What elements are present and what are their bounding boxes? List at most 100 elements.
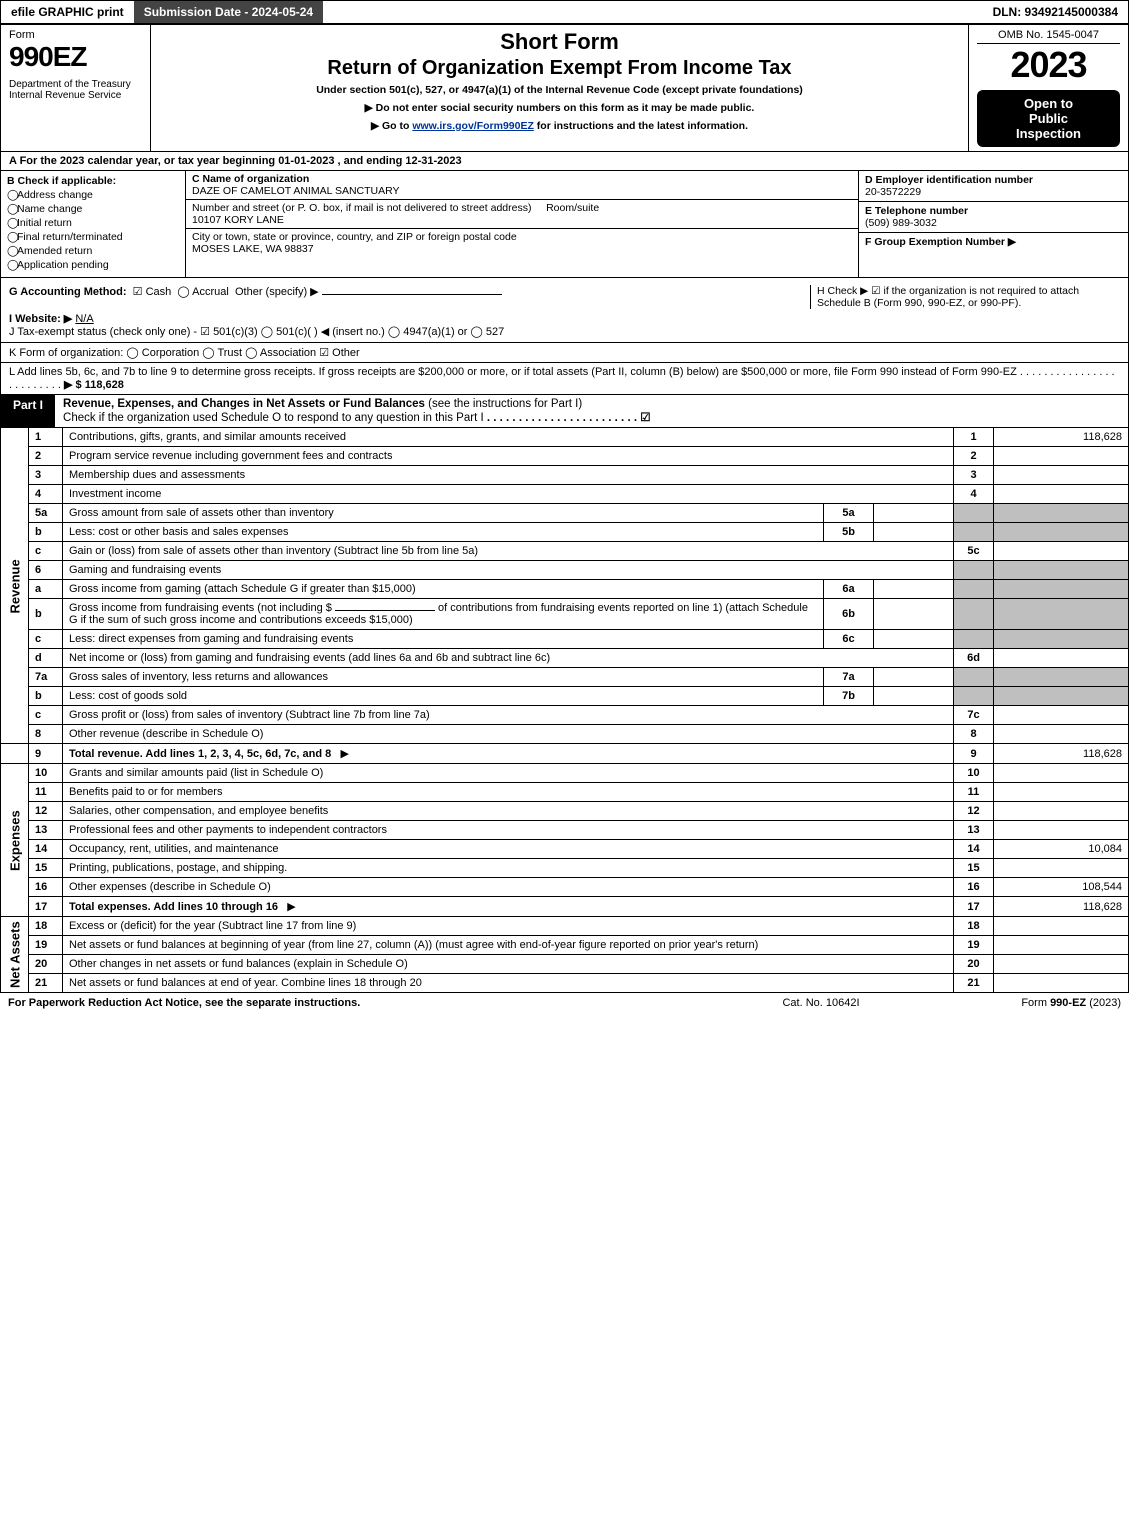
h-schedule-b: H Check ▶ ☑ if the organization is not r… xyxy=(810,285,1120,309)
ln-6a-greyamt xyxy=(994,580,1129,599)
chk-application-pending[interactable]: Application pending xyxy=(17,259,109,271)
ln-19-no: 19 xyxy=(29,936,63,955)
tel-value: (509) 989-3032 xyxy=(865,217,937,229)
ln-3-num: 3 xyxy=(954,466,994,485)
ln-7a-subval xyxy=(874,668,954,687)
ln-21-amt xyxy=(994,974,1129,993)
f-group-label: F Group Exemption Number ▶ xyxy=(865,236,1016,248)
ln-7b-subval xyxy=(874,687,954,706)
part-i-title: Revenue, Expenses, and Changes in Net As… xyxy=(63,398,425,410)
ln-12-amt xyxy=(994,802,1129,821)
footer-left: For Paperwork Reduction Act Notice, see … xyxy=(8,997,721,1009)
ln-11-text: Benefits paid to or for members xyxy=(63,783,954,802)
ln-17-num: 17 xyxy=(954,897,994,917)
ln-17-text: Total expenses. Add lines 10 through 16 … xyxy=(63,897,954,917)
ln-14-text: Occupancy, rent, utilities, and maintena… xyxy=(63,840,954,859)
ln-6-greyamt xyxy=(994,561,1129,580)
ln-5b-no: b xyxy=(29,523,63,542)
col-b: B Check if applicable: ◯Address change ◯… xyxy=(1,171,186,277)
g-other[interactable]: Other (specify) ▶ xyxy=(235,286,319,298)
ln-9-no: 9 xyxy=(29,744,63,764)
ln-5c-no: c xyxy=(29,542,63,561)
part-i-check-text: Check if the organization used Schedule … xyxy=(63,412,484,424)
efile-print[interactable]: efile GRAPHIC print xyxy=(1,1,134,23)
g-cash[interactable]: Cash xyxy=(146,286,172,298)
ln-8-no: 8 xyxy=(29,725,63,744)
ln-10-num: 10 xyxy=(954,764,994,783)
ln-2-amt xyxy=(994,447,1129,466)
ln-6b-greyamt xyxy=(994,599,1129,630)
ln-6b-no: b xyxy=(29,599,63,630)
form-header: Form 990EZ Department of the Treasury In… xyxy=(0,24,1129,152)
ln-9-amt: 118,628 xyxy=(994,744,1129,764)
ln-9-num: 9 xyxy=(954,744,994,764)
ln-14-num: 14 xyxy=(954,840,994,859)
irs-link[interactable]: www.irs.gov/Form990EZ xyxy=(412,120,534,132)
ln-5b-text: Less: cost or other basis and sales expe… xyxy=(63,523,824,542)
ln-14-amt: 10,084 xyxy=(994,840,1129,859)
ln-7b-sub: 7b xyxy=(824,687,874,706)
ln-16-amt: 108,544 xyxy=(994,878,1129,897)
ln-19-amt xyxy=(994,936,1129,955)
ln-21-no: 21 xyxy=(29,974,63,993)
k-form-org: K Form of organization: ◯ Corporation ◯ … xyxy=(0,343,1129,363)
ln-6d-num: 6d xyxy=(954,649,994,668)
ln-21-num: 21 xyxy=(954,974,994,993)
goto-line: ▶ Go to www.irs.gov/Form990EZ for instru… xyxy=(159,120,960,132)
chk-name-change[interactable]: Name change xyxy=(17,203,82,215)
ln-7c-no: c xyxy=(29,706,63,725)
c-city-label: City or town, state or province, country… xyxy=(192,231,517,243)
ln-18-amt xyxy=(994,917,1129,936)
chk-address-change[interactable]: Address change xyxy=(17,189,93,201)
ln-18-num: 18 xyxy=(954,917,994,936)
chk-initial-return[interactable]: Initial return xyxy=(17,217,72,229)
department: Department of the Treasury Internal Reve… xyxy=(9,79,142,101)
ln-6-no: 6 xyxy=(29,561,63,580)
ln-6b-subval xyxy=(874,599,954,630)
ln-7b-greyamt xyxy=(994,687,1129,706)
line-l: L Add lines 5b, 6c, and 7b to line 9 to … xyxy=(0,363,1129,395)
ln-6c-sub: 6c xyxy=(824,630,874,649)
ln-20-text: Other changes in net assets or fund bala… xyxy=(63,955,954,974)
ln-5a-subval xyxy=(874,504,954,523)
ln-7c-num: 7c xyxy=(954,706,994,725)
ln-3-no: 3 xyxy=(29,466,63,485)
ln-17-amt: 118,628 xyxy=(994,897,1129,917)
chk-final-return[interactable]: Final return/terminated xyxy=(17,231,123,243)
ln-5a-sub: 5a xyxy=(824,504,874,523)
ln-6-text: Gaming and fundraising events xyxy=(63,561,954,580)
ln-18-no: 18 xyxy=(29,917,63,936)
part-i-header: Part I Revenue, Expenses, and Changes in… xyxy=(0,395,1129,428)
line-a-period: A For the 2023 calendar year, or tax yea… xyxy=(0,152,1129,171)
chk-amended-return[interactable]: Amended return xyxy=(17,245,92,257)
main-title: Return of Organization Exempt From Incom… xyxy=(159,57,960,80)
ln-1-no: 1 xyxy=(29,428,63,447)
ln-6a-no: a xyxy=(29,580,63,599)
ln-18-text: Excess or (deficit) for the year (Subtra… xyxy=(63,917,954,936)
ln-7c-text: Gross profit or (loss) from sales of inv… xyxy=(63,706,954,725)
ln-16-no: 16 xyxy=(29,878,63,897)
ln-5a-no: 5a xyxy=(29,504,63,523)
ln-4-no: 4 xyxy=(29,485,63,504)
ln-5a-greyamt xyxy=(994,504,1129,523)
part-i-checkbox[interactable]: ☑ xyxy=(640,412,650,424)
ln-6b-text: Gross income from fundraising events (no… xyxy=(63,599,824,630)
ln-9-text: Total revenue. Add lines 1, 2, 3, 4, 5c,… xyxy=(63,744,954,764)
topbar: efile GRAPHIC print Submission Date - 20… xyxy=(0,0,1129,24)
ln-5b-sub: 5b xyxy=(824,523,874,542)
ln-17-no: 17 xyxy=(29,897,63,917)
ln-6c-greyamt xyxy=(994,630,1129,649)
part-i-table: Revenue 1 Contributions, gifts, grants, … xyxy=(0,428,1129,993)
ln-6c-grey xyxy=(954,630,994,649)
ln-6a-subval xyxy=(874,580,954,599)
ln-19-text: Net assets or fund balances at beginning… xyxy=(63,936,954,955)
ln-7a-no: 7a xyxy=(29,668,63,687)
ln-6d-text: Net income or (loss) from gaming and fun… xyxy=(63,649,954,668)
ln-11-num: 11 xyxy=(954,783,994,802)
ln-5a-grey xyxy=(954,504,994,523)
g-accrual[interactable]: Accrual xyxy=(192,286,229,298)
col-def: D Employer identification number 20-3572… xyxy=(858,171,1128,277)
ln-11-no: 11 xyxy=(29,783,63,802)
ln-6a-grey xyxy=(954,580,994,599)
subtitle: Under section 501(c), 527, or 4947(a)(1)… xyxy=(159,84,960,96)
